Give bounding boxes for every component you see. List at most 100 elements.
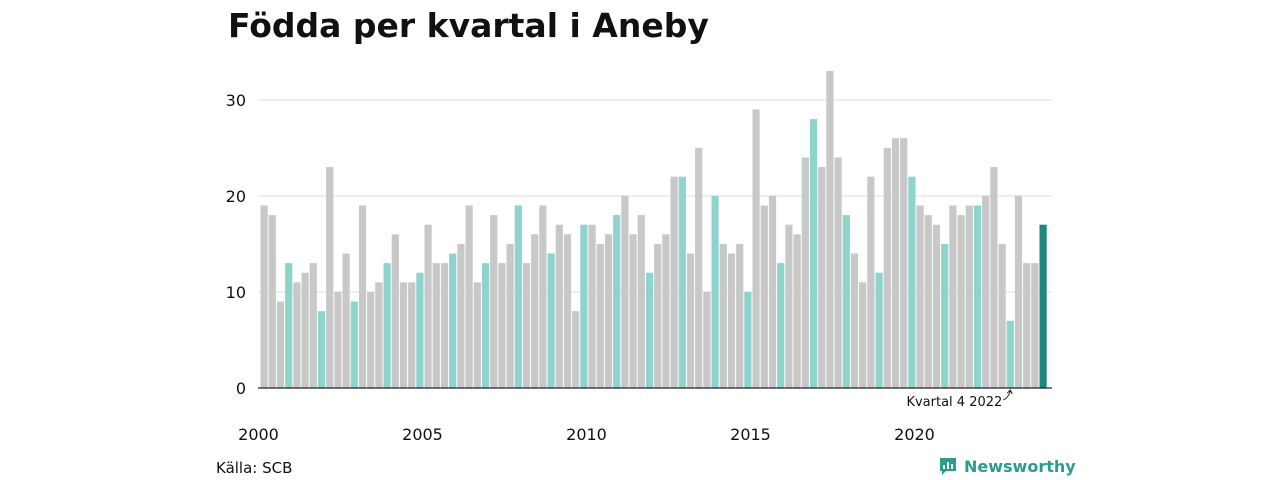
x-tick-label: 2015 bbox=[730, 425, 771, 444]
bar bbox=[809, 119, 818, 388]
bar bbox=[326, 167, 334, 388]
bar bbox=[990, 167, 998, 388]
y-axis: 0 10 20 30 bbox=[226, 91, 246, 398]
bar bbox=[613, 215, 621, 388]
bars bbox=[260, 71, 1047, 388]
bar bbox=[1039, 224, 1047, 388]
bar bbox=[949, 205, 957, 388]
bar bbox=[580, 224, 588, 388]
bar bbox=[834, 157, 842, 388]
bar bbox=[547, 253, 555, 388]
bar-chart: 0 10 20 30 2000 2005 2010 2015 2020 Kvartal 4 2… bbox=[226, 71, 1052, 444]
bar bbox=[317, 311, 326, 388]
bar bbox=[457, 243, 465, 388]
bar bbox=[867, 176, 875, 388]
bar bbox=[285, 263, 293, 388]
bar bbox=[490, 215, 498, 388]
bar bbox=[522, 263, 531, 388]
bar bbox=[727, 253, 736, 388]
bar bbox=[859, 282, 867, 388]
bar bbox=[670, 176, 678, 388]
bar bbox=[572, 311, 580, 388]
bar bbox=[514, 205, 522, 388]
bar bbox=[645, 272, 654, 388]
bar bbox=[842, 215, 850, 388]
bar bbox=[965, 205, 973, 388]
bar bbox=[941, 243, 949, 388]
bar bbox=[342, 253, 350, 388]
bar bbox=[719, 243, 727, 388]
bar bbox=[703, 291, 711, 388]
x-tick-label: 2010 bbox=[566, 425, 607, 444]
bar bbox=[678, 176, 686, 388]
bar bbox=[375, 282, 383, 388]
bar bbox=[793, 234, 801, 388]
annotation: Kvartal 4 2022 bbox=[906, 389, 1013, 410]
bar bbox=[1031, 263, 1039, 388]
x-axis: 2000 2005 2010 2015 2020 bbox=[238, 425, 935, 444]
bar bbox=[358, 205, 367, 388]
bar bbox=[744, 291, 752, 388]
bar bbox=[982, 195, 990, 388]
bar bbox=[736, 243, 744, 388]
bar bbox=[621, 195, 629, 388]
bar bbox=[563, 234, 572, 388]
bar bbox=[260, 205, 268, 388]
bar bbox=[875, 272, 883, 388]
brand-logo: Newsworthy bbox=[938, 456, 1076, 476]
bar bbox=[301, 272, 309, 388]
bar bbox=[768, 195, 777, 388]
bar bbox=[506, 243, 514, 388]
bar bbox=[1006, 320, 1014, 388]
bar bbox=[1023, 263, 1031, 388]
y-tick-label: 10 bbox=[226, 283, 246, 302]
bar bbox=[588, 224, 596, 388]
bar bbox=[440, 263, 449, 388]
bar bbox=[850, 253, 859, 388]
bar bbox=[883, 147, 891, 388]
bar bbox=[350, 301, 358, 388]
x-tick-label: 2000 bbox=[238, 425, 279, 444]
bar bbox=[629, 234, 637, 388]
bar bbox=[1014, 195, 1023, 388]
bar bbox=[785, 224, 793, 388]
bar bbox=[760, 205, 768, 388]
bar bbox=[473, 282, 481, 388]
bar bbox=[334, 291, 342, 388]
x-tick-label: 2020 bbox=[894, 425, 935, 444]
y-tick-label: 0 bbox=[236, 379, 246, 398]
bar bbox=[818, 167, 826, 388]
bar bbox=[408, 282, 416, 388]
bar bbox=[924, 215, 932, 388]
bar bbox=[957, 215, 965, 388]
bar bbox=[973, 205, 982, 388]
bar bbox=[686, 253, 695, 388]
bar bbox=[777, 263, 785, 388]
bar bbox=[309, 263, 317, 388]
bar bbox=[891, 138, 900, 388]
y-tick-label: 20 bbox=[226, 187, 246, 206]
bar bbox=[662, 234, 670, 388]
bar bbox=[695, 147, 703, 388]
bar bbox=[998, 243, 1006, 388]
bar bbox=[383, 263, 391, 388]
chart-title: Födda per kvartal i Aneby bbox=[228, 6, 709, 45]
bar bbox=[498, 263, 506, 388]
bar bbox=[654, 243, 662, 388]
y-tick-label: 30 bbox=[226, 91, 246, 110]
source-note: Källa: SCB bbox=[216, 459, 293, 477]
bar bbox=[752, 109, 760, 388]
bar bbox=[481, 263, 490, 388]
bar bbox=[826, 71, 834, 388]
bar bbox=[801, 157, 809, 388]
brand-name: Newsworthy bbox=[964, 456, 1076, 476]
bar bbox=[432, 263, 440, 388]
chart-bubble-icon bbox=[940, 458, 956, 475]
bar bbox=[293, 282, 301, 388]
bar bbox=[916, 205, 924, 388]
bar bbox=[604, 234, 613, 388]
x-tick-label: 2005 bbox=[402, 425, 443, 444]
annotation-label: Kvartal 4 2022 bbox=[906, 395, 1002, 410]
bar bbox=[637, 215, 645, 388]
bar bbox=[424, 224, 432, 388]
